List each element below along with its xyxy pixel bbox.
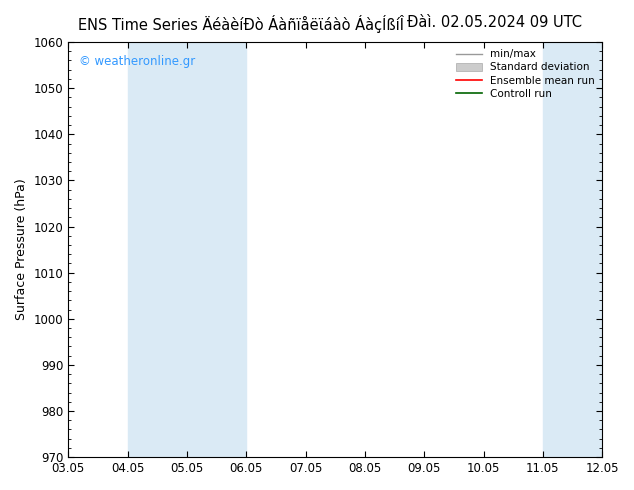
- Bar: [127, 42, 246, 457]
- Y-axis label: Surface Pressure (hPa): Surface Pressure (hPa): [15, 179, 28, 320]
- Legend: min/max, Standard deviation, Ensemble mean run, Controll run: min/max, Standard deviation, Ensemble me…: [451, 45, 599, 103]
- Bar: [543, 42, 602, 457]
- Bar: [632, 42, 634, 457]
- Text: © weatheronline.gr: © weatheronline.gr: [79, 54, 195, 68]
- Text: Đàì. 02.05.2024 09 UTC: Đàì. 02.05.2024 09 UTC: [407, 15, 582, 30]
- Text: ENS Time Series ÄéàèíÐò Áàñïåëϊáàò ÁàçÍßíÎ: ENS Time Series ÄéàèíÐò Áàñïåëϊáàò ÁàçÍß…: [78, 15, 404, 33]
- Bar: [602, 42, 632, 457]
